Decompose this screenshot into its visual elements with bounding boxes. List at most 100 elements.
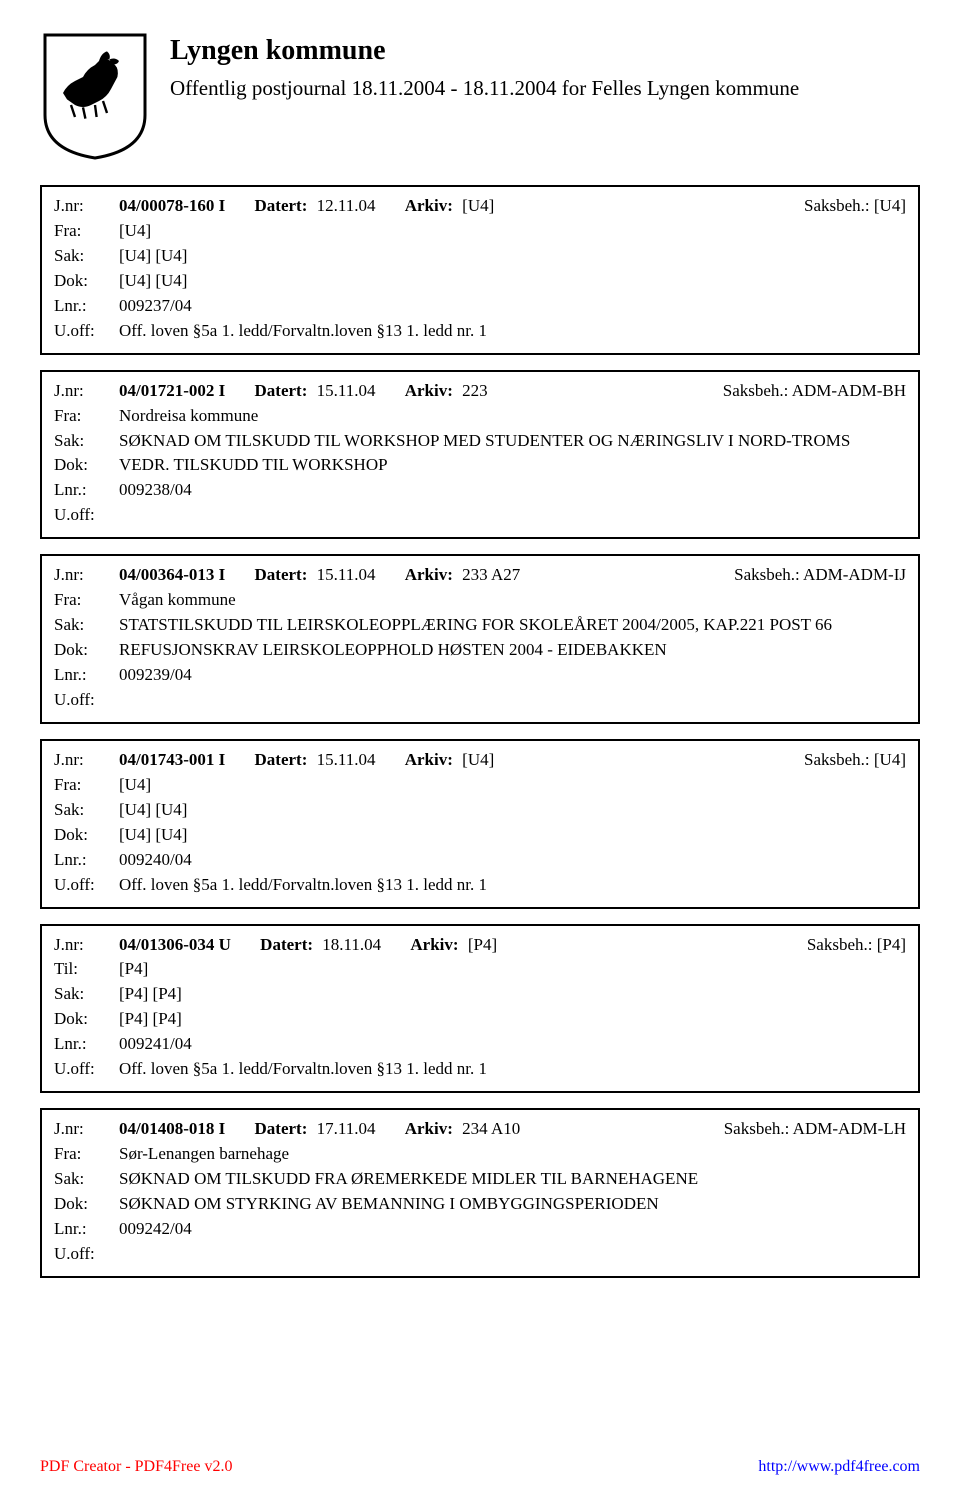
datert-label: Datert: — [260, 935, 313, 954]
dok-value: VEDR. TILSKUDD TIL WORKSHOP — [119, 454, 906, 477]
sak-label: Sak: — [54, 1168, 119, 1191]
arkiv-value: [P4] — [468, 935, 497, 954]
datert-value: 18.11.04 — [322, 935, 381, 954]
lnr-label: Lnr.: — [54, 479, 119, 502]
saksbeh: Saksbeh.: ADM-ADM-IJ — [704, 564, 906, 587]
sak-value: [U4] [U4] — [119, 799, 906, 822]
lnr-row: Lnr.: 009237/04 — [54, 295, 906, 318]
sak-label: Sak: — [54, 614, 119, 637]
sak-value: STATSTILSKUDD TIL LEIRSKOLEOPPLÆRING FOR… — [119, 614, 906, 637]
jnr-content: 04/00078-160 I Datert: 12.11.04 Arkiv: [… — [119, 195, 774, 218]
datert-value: 15.11.04 — [317, 565, 376, 584]
dok-value: [P4] [P4] — [119, 1008, 906, 1031]
saksbeh: Saksbeh.: ADM-ADM-BH — [693, 380, 906, 403]
saksbeh: Saksbeh.: [P4] — [777, 934, 906, 957]
datert-value: 17.11.04 — [317, 1119, 376, 1138]
sak-value: SØKNAD OM TILSKUDD FRA ØREMERKEDE MIDLER… — [119, 1168, 906, 1191]
dok-label: Dok: — [54, 824, 119, 847]
footer: PDF Creator - PDF4Free v2.0 http://www.p… — [40, 1458, 920, 1476]
dok-row: Dok: [U4] [U4] — [54, 270, 906, 293]
lnr-value: 009240/04 — [119, 849, 906, 872]
fra-label: Til: — [54, 958, 119, 981]
document-header: Lyngen kommune Offentlig postjournal 18.… — [40, 30, 920, 160]
arkiv-label: Arkiv: — [410, 935, 458, 954]
jnr-content: 04/01306-034 U Datert: 18.11.04 Arkiv: [… — [119, 934, 777, 957]
lnr-value: 009241/04 — [119, 1033, 906, 1056]
jnr-content: 04/01721-002 I Datert: 15.11.04 Arkiv: 2… — [119, 380, 693, 403]
sak-value: SØKNAD OM TILSKUDD TIL WORKSHOP MED STUD… — [119, 430, 906, 453]
datert-value: 15.11.04 — [317, 750, 376, 769]
fra-row: Fra: Sør-Lenangen barnehage — [54, 1143, 906, 1166]
fra-label: Fra: — [54, 774, 119, 797]
journal-entry: J.nr: 04/01743-001 I Datert: 15.11.04 Ar… — [40, 739, 920, 909]
jnr-content: 04/01743-001 I Datert: 15.11.04 Arkiv: [… — [119, 749, 774, 772]
fra-row: Fra: [U4] — [54, 220, 906, 243]
lnr-row: Lnr.: 009241/04 — [54, 1033, 906, 1056]
journal-entry: J.nr: 04/01408-018 I Datert: 17.11.04 Ar… — [40, 1108, 920, 1278]
lnr-label: Lnr.: — [54, 1033, 119, 1056]
jnr-content: 04/00364-013 I Datert: 15.11.04 Arkiv: 2… — [119, 564, 704, 587]
uoff-label: U.off: — [54, 689, 119, 712]
logo-shield — [40, 30, 150, 160]
saksbeh: Saksbeh.: [U4] — [774, 195, 906, 218]
arkiv-label: Arkiv: — [405, 565, 453, 584]
jnr-row: J.nr: 04/00078-160 I Datert: 12.11.04 Ar… — [54, 195, 906, 218]
jnr-value: 04/01743-001 I — [119, 750, 225, 769]
fra-value: [P4] — [119, 958, 906, 981]
datert-label: Datert: — [255, 381, 308, 400]
uoff-value: Off. loven §5a 1. ledd/Forvaltn.loven §1… — [119, 1058, 906, 1081]
jnr-value: 04/01721-002 I — [119, 381, 225, 400]
uoff-value — [119, 504, 906, 527]
shield-icon — [40, 30, 150, 160]
jnr-label: J.nr: — [54, 1118, 119, 1141]
arkiv-label: Arkiv: — [405, 750, 453, 769]
lnr-value: 009242/04 — [119, 1218, 906, 1241]
sak-label: Sak: — [54, 983, 119, 1006]
uoff-label: U.off: — [54, 874, 119, 897]
page-subtitle: Offentlig postjournal 18.11.2004 - 18.11… — [170, 75, 920, 102]
lnr-label: Lnr.: — [54, 295, 119, 318]
page-title: Lyngen kommune — [170, 35, 920, 67]
dok-row: Dok: REFUSJONSKRAV LEIRSKOLEOPPHOLD HØST… — [54, 639, 906, 662]
dok-label: Dok: — [54, 454, 119, 477]
fra-label: Fra: — [54, 220, 119, 243]
lnr-label: Lnr.: — [54, 664, 119, 687]
uoff-row: U.off: — [54, 504, 906, 527]
arkiv-label: Arkiv: — [405, 1119, 453, 1138]
arkiv-value: [U4] — [462, 750, 494, 769]
dok-value: SØKNAD OM STYRKING AV BEMANNING I OMBYGG… — [119, 1193, 906, 1216]
lnr-value: 009239/04 — [119, 664, 906, 687]
lnr-value: 009237/04 — [119, 295, 906, 318]
jnr-label: J.nr: — [54, 195, 119, 218]
datert-value: 12.11.04 — [317, 196, 376, 215]
dok-row: Dok: [U4] [U4] — [54, 824, 906, 847]
uoff-row: U.off: Off. loven §5a 1. ledd/Forvaltn.l… — [54, 874, 906, 897]
uoff-value — [119, 1243, 906, 1266]
jnr-label: J.nr: — [54, 934, 119, 957]
uoff-label: U.off: — [54, 1243, 119, 1266]
fra-label: Fra: — [54, 589, 119, 612]
datert-label: Datert: — [255, 1119, 308, 1138]
uoff-label: U.off: — [54, 504, 119, 527]
sak-row: Sak: SØKNAD OM TILSKUDD TIL WORKSHOP MED… — [54, 430, 906, 453]
fra-value: Sør-Lenangen barnehage — [119, 1143, 906, 1166]
uoff-row: U.off: Off. loven §5a 1. ledd/Forvaltn.l… — [54, 1058, 906, 1081]
fra-row: Fra: Vågan kommune — [54, 589, 906, 612]
lnr-row: Lnr.: 009238/04 — [54, 479, 906, 502]
uoff-value — [119, 689, 906, 712]
fra-value: Vågan kommune — [119, 589, 906, 612]
sak-label: Sak: — [54, 430, 119, 453]
dok-row: Dok: VEDR. TILSKUDD TIL WORKSHOP — [54, 454, 906, 477]
arkiv-value: 234 A10 — [462, 1119, 520, 1138]
arkiv-value: [U4] — [462, 196, 494, 215]
dok-value: REFUSJONSKRAV LEIRSKOLEOPPHOLD HØSTEN 20… — [119, 639, 906, 662]
dok-row: Dok: [P4] [P4] — [54, 1008, 906, 1031]
sak-row: Sak: SØKNAD OM TILSKUDD FRA ØREMERKEDE M… — [54, 1168, 906, 1191]
jnr-value: 04/01306-034 U — [119, 935, 231, 954]
sak-row: Sak: [U4] [U4] — [54, 245, 906, 268]
jnr-row: J.nr: 04/01306-034 U Datert: 18.11.04 Ar… — [54, 934, 906, 957]
sak-value: [U4] [U4] — [119, 245, 906, 268]
arkiv-value: 223 — [462, 381, 488, 400]
uoff-row: U.off: — [54, 689, 906, 712]
fra-value: [U4] — [119, 220, 906, 243]
